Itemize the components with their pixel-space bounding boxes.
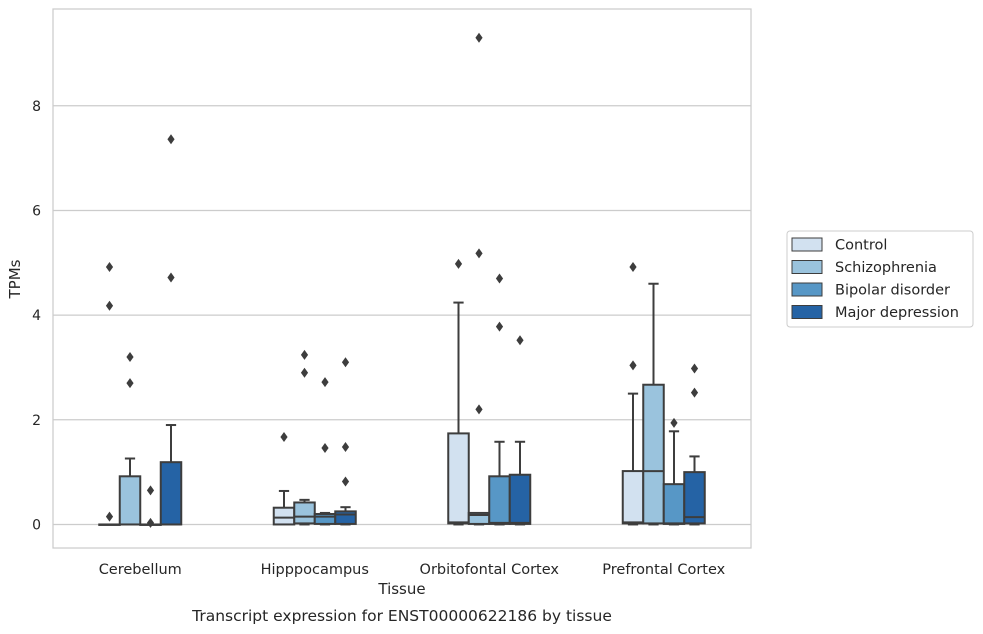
- outlier-point: [300, 367, 309, 378]
- box-3-0: [621, 261, 645, 526]
- outlier-point: [105, 300, 114, 311]
- box-3-3: [683, 363, 706, 526]
- box-iqr: [118, 475, 142, 526]
- outlier-point: [321, 377, 329, 388]
- box-iqr: [508, 473, 532, 525]
- outlier-point: [690, 387, 699, 398]
- box-1-3: [334, 357, 357, 526]
- box-iqr: [662, 483, 686, 525]
- legend-label: Bipolar disorder: [835, 283, 950, 299]
- outlier-point: [629, 360, 637, 371]
- y-tick-label: 0: [32, 517, 41, 533]
- box-plot-boxes: [98, 32, 706, 528]
- box-iqr: [621, 470, 645, 525]
- box-2-2: [488, 273, 511, 526]
- box-0-0: [98, 261, 121, 526]
- outlier-point: [105, 511, 114, 522]
- legend-label: Control: [835, 238, 887, 254]
- outlier-point: [167, 272, 175, 283]
- box-iqr: [272, 506, 296, 526]
- legend-label: Schizophrenia: [835, 260, 937, 276]
- y-tick-label: 6: [32, 203, 41, 219]
- outlier-point: [475, 32, 483, 43]
- plot-area-frame: [52, 8, 752, 549]
- legend: Control Schizophrenia Bipolar disorder Majo…: [786, 230, 974, 328]
- outlier-point: [516, 335, 524, 346]
- box-2-0: [447, 258, 470, 526]
- x-axis-label: Tissue: [377, 580, 425, 598]
- legend-swatch: [791, 237, 823, 252]
- legend-swatch: [791, 260, 823, 274]
- outlier-point: [454, 258, 463, 269]
- legend-label: Major depression: [835, 305, 959, 321]
- box-iqr: [313, 512, 337, 525]
- outlier-point: [321, 443, 329, 454]
- box-3-1: [642, 282, 665, 526]
- outlier-point: [495, 273, 504, 284]
- outlier-point: [341, 357, 350, 368]
- box-3-2: [662, 417, 686, 526]
- outlier-point: [167, 134, 175, 145]
- y-axis-label: TPMs: [6, 259, 24, 299]
- x-tick-label: Orbitofontal Cortex: [420, 562, 560, 578]
- outlier-point: [146, 517, 155, 528]
- outlier-point: [475, 248, 483, 259]
- box-iqr: [683, 471, 706, 525]
- outlier-point: [341, 442, 350, 453]
- outlier-point: [690, 363, 699, 374]
- box-iqr: [334, 510, 357, 525]
- box-0-1: [118, 351, 142, 526]
- legend-frame: [786, 230, 974, 328]
- box-iqr: [488, 475, 511, 525]
- box-iqr: [642, 383, 665, 525]
- outlier-point: [280, 432, 288, 443]
- box-1-0: [272, 432, 296, 526]
- outlier-point: [105, 261, 114, 272]
- outlier-point: [341, 476, 350, 487]
- outlier-point: [300, 349, 309, 360]
- box-2-1: [467, 32, 491, 526]
- x-tick-label: Cerebellum: [99, 562, 182, 578]
- box-0-2: [139, 485, 162, 528]
- axis-tick-labels: 0 2 4 6 8 Cerebellum Hipppocampus Orbitofontal …: [32, 99, 726, 578]
- outlier-point: [629, 261, 637, 272]
- y-tick-label: 2: [32, 413, 41, 429]
- outlier-point: [126, 351, 134, 362]
- box-iqr: [159, 461, 183, 526]
- x-tick-label: Prefrontal Cortex: [602, 562, 725, 578]
- legend-swatch: [791, 305, 823, 319]
- box-2-3: [508, 335, 532, 526]
- box-1-1: [293, 349, 316, 526]
- box-iqr: [293, 501, 316, 525]
- legend-swatch: [791, 282, 823, 297]
- box-iqr: [447, 432, 470, 525]
- x-tick-label: Hipppocampus: [261, 562, 369, 578]
- y-tick-label: 4: [32, 308, 41, 324]
- box-1-2: [313, 377, 337, 526]
- chart-title: Transcript expression for ENST0000062218…: [191, 607, 612, 625]
- outlier-point: [146, 485, 155, 496]
- box-0-3: [159, 134, 183, 526]
- outlier-point: [475, 404, 483, 415]
- outlier-point: [126, 378, 134, 389]
- outlier-point: [670, 417, 678, 428]
- y-tick-label: 8: [32, 99, 41, 115]
- outlier-point: [495, 321, 504, 332]
